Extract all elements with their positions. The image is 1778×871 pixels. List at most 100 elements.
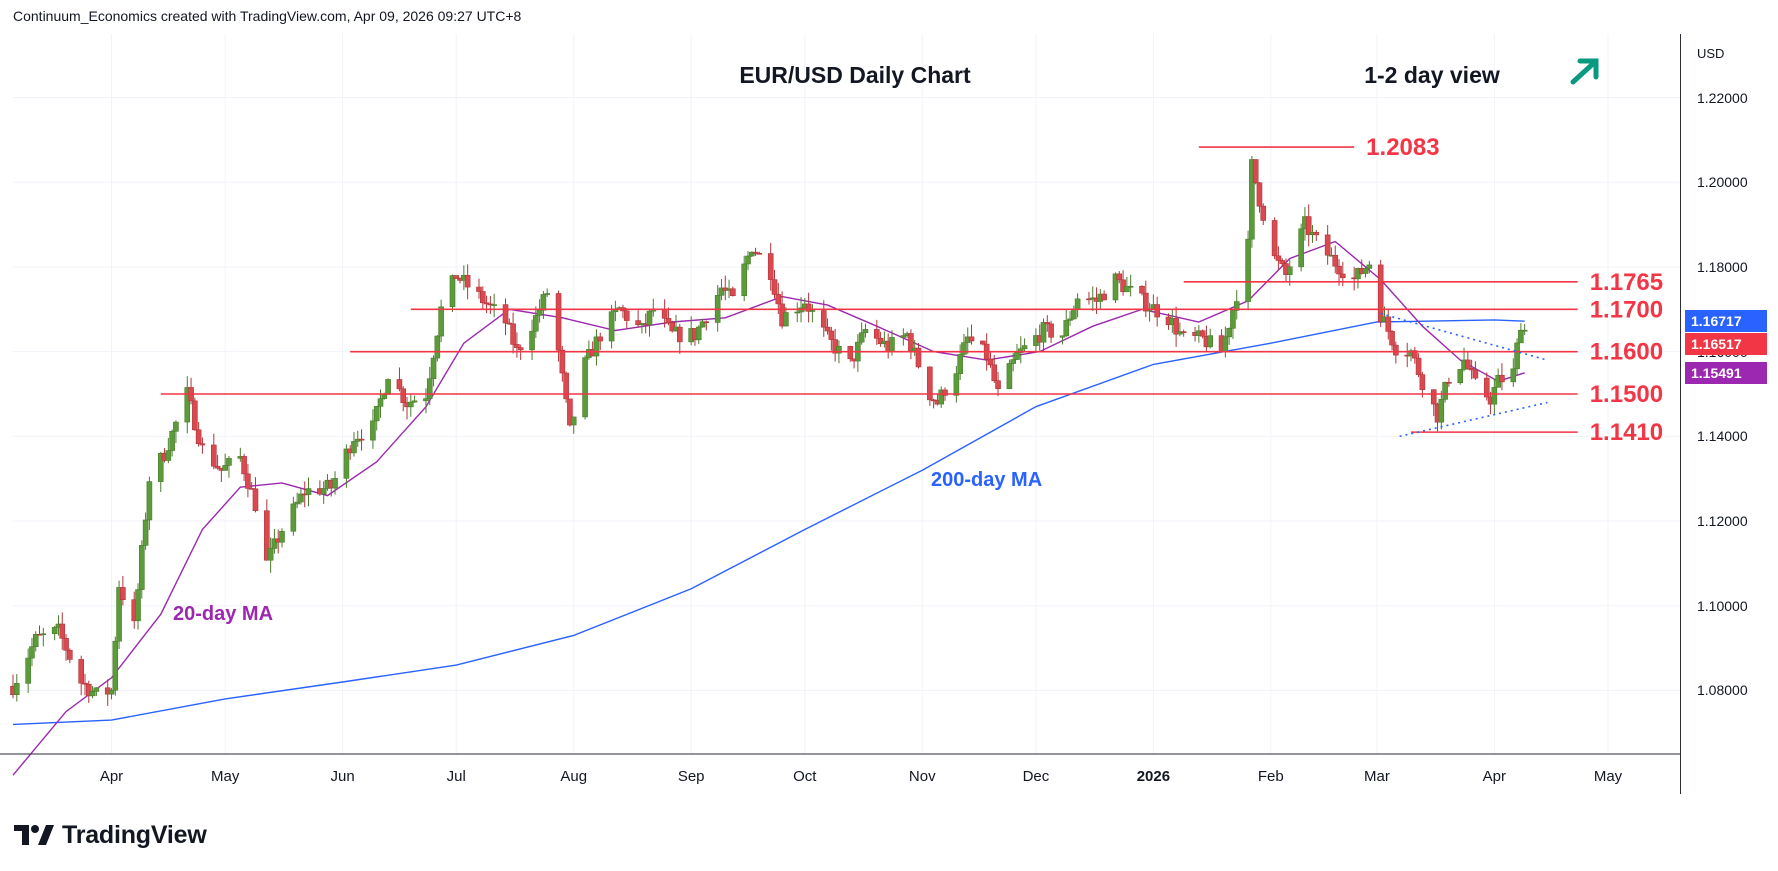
ma200-path xyxy=(12,319,1525,726)
candle-body xyxy=(165,450,172,461)
candle-body xyxy=(1230,310,1236,329)
candle-body xyxy=(665,318,672,324)
candle-body xyxy=(824,326,831,332)
candle-body xyxy=(377,398,384,407)
candle-body xyxy=(836,345,842,354)
candle-body xyxy=(1112,273,1119,301)
candle-body xyxy=(771,279,778,295)
candle-body xyxy=(120,587,126,600)
ma20-annotation: 20-day MA xyxy=(173,603,273,625)
x-tick-label: Sep xyxy=(678,768,705,785)
candle-body xyxy=(271,538,278,549)
candle-body xyxy=(1415,357,1422,375)
candle-body xyxy=(1101,293,1107,301)
price-tag: 1.16717 xyxy=(1685,310,1767,333)
candle-body xyxy=(89,691,96,697)
trendline xyxy=(1399,401,1548,438)
candle-body xyxy=(661,308,668,319)
candle-body xyxy=(400,388,407,404)
trendline xyxy=(1380,312,1548,361)
candle-body xyxy=(169,430,175,451)
candle-body xyxy=(1271,220,1278,257)
candle-body xyxy=(51,627,58,635)
candle-body xyxy=(567,398,573,426)
candle-body xyxy=(1483,377,1490,398)
tradingview-logo[interactable]: TradingView xyxy=(14,820,207,850)
candle-body xyxy=(597,336,604,342)
candle-body xyxy=(264,510,270,561)
candle-body xyxy=(1472,369,1479,379)
candle-body xyxy=(1245,238,1251,302)
candle-body xyxy=(1124,286,1130,293)
y-tick-label: 1.10000 xyxy=(1697,597,1748,614)
candle-body xyxy=(423,398,429,402)
candle-body xyxy=(78,659,84,684)
y-tick-label: 1.20000 xyxy=(1697,174,1748,191)
candle-body xyxy=(1006,363,1013,390)
candle-body xyxy=(1226,327,1232,338)
level-label: 1.1500 xyxy=(1590,381,1663,408)
candle-body xyxy=(370,420,376,441)
level-label: 1.1600 xyxy=(1590,339,1663,366)
candle-body xyxy=(1389,331,1395,346)
candle-body xyxy=(502,304,509,324)
candle-body xyxy=(1491,387,1498,405)
candle-body xyxy=(1017,348,1024,353)
x-axis: Apr May Jun Jul Aug Sep Oct Nov Dec 2026 Feb Mar Apr… xyxy=(100,768,1623,785)
candle-body xyxy=(373,406,380,422)
candle-body xyxy=(953,373,960,396)
candle-body xyxy=(1438,399,1445,423)
candle-body xyxy=(703,321,710,324)
candle-body xyxy=(1518,329,1524,344)
candle-body xyxy=(1173,318,1179,335)
candle-body xyxy=(510,323,516,345)
candle-body xyxy=(517,347,524,351)
level-label: 1.1700 xyxy=(1590,296,1663,323)
chart-credit: Continuum_Economics created with Trading… xyxy=(13,8,522,24)
candle-body xyxy=(476,286,482,292)
candle-body xyxy=(199,443,206,446)
candle-body xyxy=(245,473,251,489)
candle-body xyxy=(1393,344,1399,356)
candle-body xyxy=(434,335,441,359)
candle-body xyxy=(1010,359,1017,364)
candle-body xyxy=(267,548,274,561)
candle-body xyxy=(1362,268,1369,274)
candle-body xyxy=(298,493,304,503)
candle-body xyxy=(381,394,388,399)
candle-body xyxy=(1430,389,1437,405)
x-tick-label: Jun xyxy=(331,768,355,785)
candle-body xyxy=(874,329,880,339)
candle-body xyxy=(358,438,365,441)
candle-body xyxy=(1074,298,1081,310)
candle-body xyxy=(157,452,164,482)
candle-body xyxy=(775,294,782,305)
candle-body xyxy=(195,429,202,445)
candle-body xyxy=(1305,216,1312,235)
candle-body xyxy=(1324,234,1331,256)
level-label: 1.1410 xyxy=(1590,419,1663,446)
candle-body xyxy=(108,689,115,695)
candle-body xyxy=(635,320,641,326)
x-tick-label: Apr xyxy=(100,768,123,785)
candle-body xyxy=(320,488,327,495)
ma20-line xyxy=(12,240,1525,776)
candle-body xyxy=(529,330,535,351)
tradingview-logo-icon xyxy=(14,825,54,845)
candle-body xyxy=(1442,382,1448,400)
candle-body xyxy=(695,326,702,341)
candle-body xyxy=(1063,320,1070,337)
candle-body xyxy=(828,330,835,340)
candle-body xyxy=(957,354,963,374)
trendlines xyxy=(1380,312,1548,438)
candles xyxy=(10,156,1528,706)
candle-body xyxy=(536,309,543,316)
candle-body xyxy=(13,683,20,696)
candle-body xyxy=(343,448,350,479)
candle-body xyxy=(748,251,755,257)
candle-body xyxy=(533,315,539,332)
x-tick-label: 2026 xyxy=(1137,768,1170,785)
candle-body xyxy=(1510,368,1517,383)
candle-body xyxy=(85,683,92,697)
